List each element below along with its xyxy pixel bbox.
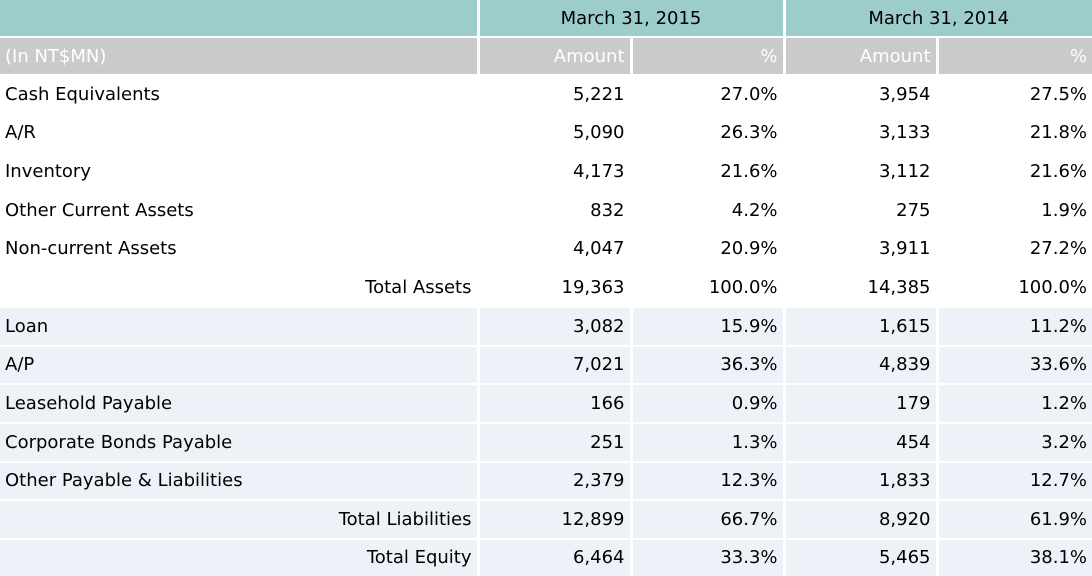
amount-2015-cell: 3,082 — [478, 306, 633, 347]
amount-2015-cell: 832 — [478, 190, 633, 231]
row-label: Other Current Assets — [0, 190, 480, 231]
pct-2015-cell: 27.0% — [631, 75, 786, 115]
amount-2015-cell: 2,379 — [478, 461, 633, 502]
pct-2014-cell: 21.6% — [937, 152, 1092, 192]
table-body: Cash Equivalents 5,221 27.0% 3,954 27.5%… — [0, 75, 1092, 576]
row-label: Non-current Assets — [0, 229, 480, 270]
period-header-2014: March 31, 2014 — [784, 0, 1092, 38]
row-label: Leasehold Payable — [0, 384, 480, 424]
pct-2014-cell: 27.5% — [937, 75, 1092, 115]
amount-2015-cell: 4,047 — [478, 229, 633, 270]
pct-2014-cell: 33.6% — [937, 345, 1092, 386]
pct-2015-cell: 66.7% — [631, 500, 786, 540]
pct-2014-cell: 38.1% — [1029, 547, 1087, 569]
table-row: Non-current Assets 4,047 20.9% 3,911 27.… — [0, 229, 1092, 270]
amount-2015-cell: 5,090 — [478, 113, 633, 154]
amount-2015-cell: 166 — [478, 384, 633, 424]
amount-2015-cell: 251 — [478, 422, 633, 463]
amount-2014-cell: 3,133 — [784, 113, 939, 154]
amount-2015-cell: 7,021 — [478, 345, 633, 386]
amount-2015-cell: 6,464 — [478, 538, 633, 576]
row-label: Other Payable & Liabilities — [0, 461, 480, 502]
column-header-amount-2015: Amount — [478, 37, 633, 76]
table-header: March 31, 2015 March 31, 2014 (In NT$MN)… — [0, 0, 1092, 76]
unit-label: (In NT$MN) — [0, 37, 480, 76]
column-header-row: (In NT$MN) Amount % Amount % — [0, 37, 1092, 76]
period-header-2015: March 31, 2015 — [478, 0, 786, 38]
row-label: Total Liabilities — [0, 500, 480, 540]
row-label: Corporate Bonds Payable — [0, 422, 480, 463]
pct-2014-cell: 11.2% — [937, 306, 1092, 347]
pct-2015-cell: 1.3% — [631, 422, 786, 463]
period-header-row: March 31, 2015 March 31, 2014 — [0, 0, 1092, 38]
table-row: Inventory 4,173 21.6% 3,112 21.6% — [0, 152, 1092, 192]
amount-2014-cell: 8,920 — [784, 500, 939, 540]
pct-2014-cell: 1.2% — [937, 384, 1092, 424]
table-row: Other Payable & Liabilities 2,379 12.3% … — [0, 461, 1092, 502]
amount-2014-cell: 14,385 — [784, 268, 939, 308]
table-row: Loan 3,082 15.9% 1,615 11.2% — [0, 306, 1092, 347]
pct-2014-cell: 3.2% — [937, 422, 1092, 463]
pct-2015-cell: 15.9% — [631, 306, 786, 347]
pct-2014-cell: 21.8% — [937, 113, 1092, 154]
table-row: Total Liabilities 12,899 66.7% 8,920 61.… — [0, 500, 1092, 540]
amount-2014-cell: 3,954 — [784, 75, 939, 115]
amount-2014-cell: 5,465 — [784, 538, 939, 576]
corner-cell — [0, 0, 480, 38]
row-label: Total Equity — [0, 538, 480, 576]
amount-2014-cell: 1,615 — [784, 306, 939, 347]
amount-2014-cell: 4,839 — [784, 345, 939, 386]
pct-2015-cell: 0.9% — [631, 384, 786, 424]
pct-2014-cell: 1.9% — [937, 190, 1092, 231]
pct-2015-cell: 12.3% — [631, 461, 786, 502]
pct-2015-cell: 100.0% — [631, 268, 786, 308]
pct-2015-cell: 4.2% — [631, 190, 786, 231]
pct-2014-cell: 27.2% — [937, 229, 1092, 270]
amount-2015-cell: 19,363 — [478, 268, 633, 308]
table-row: Cash Equivalents 5,221 27.0% 3,954 27.5% — [0, 75, 1092, 115]
amount-2014-cell: 3,911 — [784, 229, 939, 270]
pct-2015-cell: 33.3% — [631, 538, 786, 576]
pct-2014-cell: 61.9% — [937, 500, 1092, 540]
amount-2014-cell: 275 — [784, 190, 939, 231]
pct-2015-cell: 20.9% — [631, 229, 786, 270]
row-label: Loan — [0, 306, 480, 347]
amount-2014-cell: 179 — [784, 384, 939, 424]
column-header-pct-2014: % — [937, 37, 1092, 76]
amount-2015-cell: 12,899 — [478, 500, 633, 540]
table-row: Other Current Assets 832 4.2% 275 1.9% — [0, 190, 1092, 231]
table-row: A/P 7,021 36.3% 4,839 33.6% — [0, 345, 1092, 386]
table-row: Total Assets 19,363 100.0% 14,385 100.0% — [0, 268, 1092, 308]
pct-2015-cell: 36.3% — [631, 345, 786, 386]
table-row: A/R 5,090 26.3% 3,133 21.8% — [0, 113, 1092, 154]
row-label: A/P — [0, 345, 480, 386]
table-row: Corporate Bonds Payable 251 1.3% 454 3.2… — [0, 422, 1092, 463]
row-label: Inventory — [0, 152, 480, 192]
column-header-pct-2015: % — [631, 37, 786, 76]
pct-2014-cell: 100.0% — [937, 268, 1092, 308]
table-row: Total Equity 6,464 33.3% 5,465 38.1% — [0, 538, 1092, 576]
amount-2014-cell: 3,112 — [784, 152, 939, 192]
column-header-amount-2014: Amount — [784, 37, 939, 76]
amount-2015-cell: 5,221 — [478, 75, 633, 115]
row-label: A/R — [0, 113, 480, 154]
row-label: Cash Equivalents — [0, 75, 480, 115]
amount-2014-cell: 1,833 — [784, 461, 939, 502]
row-label: Total Assets — [0, 268, 480, 308]
pct-2015-cell: 21.6% — [631, 152, 786, 192]
table-row: Leasehold Payable 166 0.9% 179 1.2% — [0, 384, 1092, 424]
pct-2014-cell: 12.7% — [937, 461, 1092, 502]
amount-2014-cell: 454 — [784, 422, 939, 463]
pct-2015-cell: 26.3% — [631, 113, 786, 154]
amount-2015-cell: 4,173 — [478, 152, 633, 192]
